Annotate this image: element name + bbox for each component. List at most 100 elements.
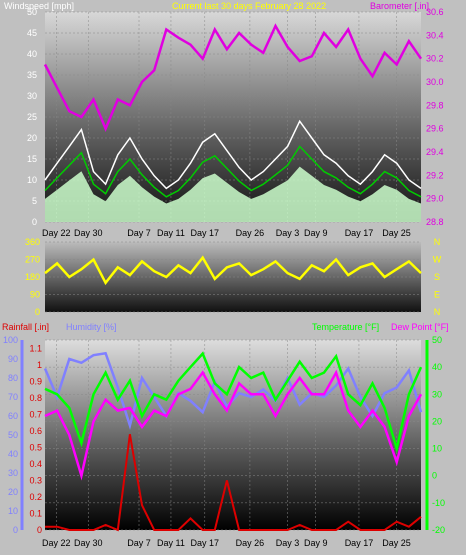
- x-axis-label: Day 11: [157, 538, 185, 548]
- x-axis-label: Day 22: [42, 228, 71, 238]
- wind-average-line: [44, 145, 422, 198]
- wind-tick-label: 0: [32, 217, 37, 227]
- barometer-tick-label: 30.2: [426, 54, 444, 64]
- rainfall-tick-label: 0.1: [29, 508, 42, 518]
- x-axis-label: Day 30: [74, 228, 103, 238]
- temperature-tick-label: 40: [432, 362, 442, 372]
- wind-direction-line: [44, 255, 422, 286]
- x-axis-label: Day 11: [157, 228, 185, 238]
- x-axis-label: Day 25: [382, 538, 411, 548]
- humidity-tick-label: 10: [8, 506, 18, 516]
- wind-tick-label: 45: [27, 28, 37, 38]
- dewpoint-line: [44, 369, 423, 481]
- direction-tick-label: 90: [30, 290, 40, 300]
- dewpoint-axis-title: Dew Point [°F]: [391, 322, 449, 332]
- wind-tick-label: 35: [27, 70, 37, 80]
- humidity-tick-label: 20: [8, 487, 18, 497]
- compass-label: E: [434, 290, 440, 300]
- temperature-line: [44, 351, 423, 454]
- wind-tick-label: 20: [27, 133, 37, 143]
- x-axis-label: Day 22: [42, 538, 71, 548]
- x-axis-label: Day 3: [276, 228, 300, 238]
- barometer-tick-label: 30.0: [426, 77, 444, 87]
- humidity-tick-label: 70: [8, 392, 18, 402]
- wind-tick-label: 30: [27, 91, 37, 101]
- rainfall-tick-label: 0.7: [29, 409, 42, 419]
- wind-tick-label: 15: [27, 154, 37, 164]
- x-axis-label: Day 17: [345, 228, 374, 238]
- humidity-tick-label: 60: [8, 411, 18, 421]
- wind-low-area: [45, 166, 421, 222]
- x-axis-label: Day 7: [127, 538, 151, 548]
- humidity-tick-label: 100: [3, 335, 18, 345]
- rainfall-tick-label: 0.3: [29, 475, 42, 485]
- wind-gust-line: [44, 119, 422, 190]
- rainfall-tick-label: 0.8: [29, 393, 42, 403]
- direction-tick-label: 360: [25, 237, 40, 247]
- direction-tick-label: 0: [35, 307, 40, 317]
- barometer-tick-label: 29.6: [426, 124, 444, 134]
- humidity-axis-title: Humidity [%]: [66, 322, 117, 332]
- temperature-tick-label: 10: [432, 444, 442, 454]
- rainfall-tick-label: 1.1: [29, 343, 42, 353]
- compass-label: N: [434, 307, 441, 317]
- rainfall-axis-title: Rainfall [.in]: [2, 322, 49, 332]
- wind-tick-label: 40: [27, 49, 37, 59]
- x-axis-label: Day 17: [345, 538, 374, 548]
- temperature-tick-label: 50: [432, 335, 442, 345]
- temperature-tick-label: -20: [432, 525, 445, 535]
- rainfall-tick-label: 0.6: [29, 426, 42, 436]
- rainfall-line: [45, 434, 422, 532]
- rainfall-tick-label: 0.2: [29, 492, 42, 502]
- humidity-tick-label: 0: [13, 525, 18, 535]
- humidity-tick-label: 80: [8, 373, 18, 383]
- direction-tick-label: 270: [25, 255, 40, 265]
- x-axis-label: Day 9: [304, 538, 328, 548]
- temperature-tick-label: 30: [432, 389, 442, 399]
- temp-humidity-plot-area: [45, 340, 421, 530]
- rainfall-tick-label: 0.4: [29, 459, 42, 469]
- x-axis-label: Day 30: [74, 538, 103, 548]
- x-axis-label: Day 26: [236, 228, 265, 238]
- compass-label: S: [434, 272, 440, 282]
- x-axis-label: Day 9: [304, 228, 328, 238]
- rainfall-tick-label: 0: [37, 525, 42, 535]
- humidity-tick-label: 90: [8, 354, 18, 364]
- humidity-tick-label: 30: [8, 468, 18, 478]
- barometer-tick-label: 29.8: [426, 100, 444, 110]
- temperature-tick-label: 0: [432, 471, 437, 481]
- x-axis-label: Day 17: [191, 228, 220, 238]
- humidity-tick-label: 40: [8, 449, 18, 459]
- x-axis-label: Day 3: [276, 538, 300, 548]
- barometer-tick-label: 29.2: [426, 170, 444, 180]
- compass-label: W: [433, 255, 442, 265]
- humidity-tick-label: 50: [8, 430, 18, 440]
- wind-axis-title: Windspeed [mph]: [4, 1, 74, 11]
- barometer-tick-label: 29.0: [426, 194, 444, 204]
- temperature-axis-title: Temperature [°F]: [312, 322, 379, 332]
- barometer-tick-label: 29.4: [426, 147, 444, 157]
- barometer-line: [43, 23, 423, 132]
- x-axis-label: Day 25: [382, 228, 411, 238]
- x-axis-label: Day 17: [191, 538, 220, 548]
- chart-title: Current last 30 days February 28 2022: [172, 1, 326, 11]
- wind-tick-label: 10: [27, 175, 37, 185]
- barometer-tick-label: 28.8: [426, 217, 444, 227]
- barometer-tick-label: 30.4: [426, 30, 444, 40]
- barometer-tick-label: 30.6: [426, 7, 444, 17]
- rainfall-tick-label: 0.9: [29, 376, 42, 386]
- temperature-tick-label: 20: [432, 416, 442, 426]
- x-axis-label: Day 26: [236, 538, 265, 548]
- compass-label: N: [434, 237, 441, 247]
- direction-tick-label: 180: [25, 272, 40, 282]
- rainfall-tick-label: 0.5: [29, 442, 42, 452]
- barometer-axis-title: Barometer [.in]: [370, 1, 429, 11]
- temperature-tick-label: -10: [432, 498, 445, 508]
- wind-tick-label: 50: [27, 7, 37, 17]
- wind-tick-label: 5: [32, 196, 37, 206]
- wind-tick-label: 25: [27, 112, 37, 122]
- x-axis-label: Day 7: [127, 228, 151, 238]
- rainfall-tick-label: 1: [37, 360, 42, 370]
